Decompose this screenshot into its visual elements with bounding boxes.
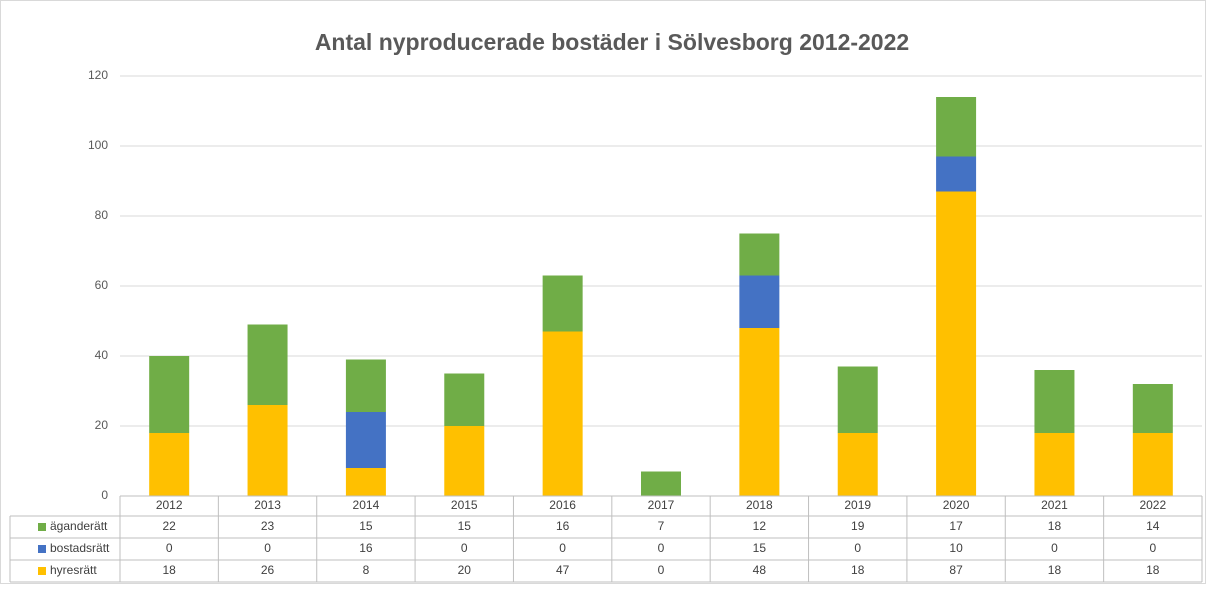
y-tick-label: 20 <box>95 418 109 432</box>
x-tick-label: 2013 <box>254 498 281 512</box>
table-value: 0 <box>559 541 566 555</box>
table-value: 0 <box>658 541 665 555</box>
table-value: 16 <box>359 541 373 555</box>
x-tick-label: 2017 <box>648 498 675 512</box>
x-tick-label: 2016 <box>549 498 576 512</box>
chart-title: Antal nyproducerade bostäder i Sölvesbor… <box>315 29 909 55</box>
y-tick-label: 40 <box>95 348 109 362</box>
x-tick-label: 2020 <box>943 498 970 512</box>
legend-swatch <box>38 567 46 575</box>
legend-label: äganderätt <box>50 519 108 533</box>
table-value: 15 <box>458 519 472 533</box>
bar-segment <box>739 328 780 496</box>
x-tick-label: 2021 <box>1041 498 1068 512</box>
bar-segment <box>444 426 485 496</box>
bar-segment <box>1132 384 1173 433</box>
table-value: 12 <box>753 519 767 533</box>
x-tick-label: 2012 <box>156 498 183 512</box>
bar-segment <box>247 405 288 496</box>
table-value: 87 <box>949 563 963 577</box>
y-tick-label: 80 <box>95 208 109 222</box>
table-value: 0 <box>461 541 468 555</box>
bar-segment <box>936 156 977 192</box>
bar-segment <box>1034 433 1075 496</box>
table-value: 26 <box>261 563 275 577</box>
bar-segment <box>149 433 190 496</box>
table-value: 16 <box>556 519 570 533</box>
table-value: 17 <box>949 519 963 533</box>
table-value: 48 <box>753 563 767 577</box>
table-value: 18 <box>1048 563 1062 577</box>
y-tick-label: 0 <box>101 488 108 502</box>
table-value: 18 <box>1048 519 1062 533</box>
bar-segment <box>641 471 681 496</box>
legend-swatch <box>38 545 46 553</box>
table-value: 23 <box>261 519 275 533</box>
table-value: 20 <box>458 563 472 577</box>
bar-segment <box>739 275 780 328</box>
table-value: 0 <box>1149 541 1156 555</box>
bar-segment <box>149 356 190 433</box>
x-tick-label: 2015 <box>451 498 478 512</box>
x-tick-label: 2022 <box>1139 498 1166 512</box>
legend-label: hyresrätt <box>50 563 97 577</box>
table-value: 15 <box>359 519 373 533</box>
table-value: 18 <box>851 563 865 577</box>
table-value: 14 <box>1146 519 1160 533</box>
bar-segment <box>837 433 878 496</box>
bar-segment <box>345 468 386 496</box>
bar-segment <box>345 412 386 468</box>
bar-segment <box>739 233 780 276</box>
table-value: 18 <box>1146 563 1160 577</box>
table-value: 18 <box>163 563 177 577</box>
bar-segment <box>936 97 977 157</box>
y-tick-label: 60 <box>95 278 109 292</box>
bar-segment <box>936 191 977 496</box>
table-value: 10 <box>949 541 963 555</box>
table-value: 8 <box>363 563 370 577</box>
bar-segment <box>1132 433 1173 496</box>
legend-swatch <box>38 523 46 531</box>
table-value: 0 <box>658 563 665 577</box>
bar-segment <box>247 324 288 405</box>
table-value: 22 <box>163 519 177 533</box>
x-tick-label: 2019 <box>844 498 871 512</box>
table-value: 0 <box>1051 541 1058 555</box>
table-value: 15 <box>753 541 767 555</box>
bar-segment <box>444 373 485 426</box>
y-tick-label: 120 <box>88 68 108 82</box>
table-value: 19 <box>851 519 865 533</box>
legend-label: bostadsrätt <box>50 541 110 555</box>
bar-segment <box>542 331 583 496</box>
table-value: 47 <box>556 563 570 577</box>
x-tick-label: 2018 <box>746 498 773 512</box>
bar-segment <box>542 275 583 332</box>
table-value: 0 <box>264 541 271 555</box>
bar-segment <box>837 366 878 433</box>
table-value: 0 <box>854 541 861 555</box>
table-value: 0 <box>166 541 173 555</box>
x-tick-label: 2014 <box>353 498 380 512</box>
table-value: 7 <box>658 519 665 533</box>
y-tick-label: 100 <box>88 138 108 152</box>
bar-segment <box>345 359 386 412</box>
bar-segment <box>1034 370 1075 433</box>
